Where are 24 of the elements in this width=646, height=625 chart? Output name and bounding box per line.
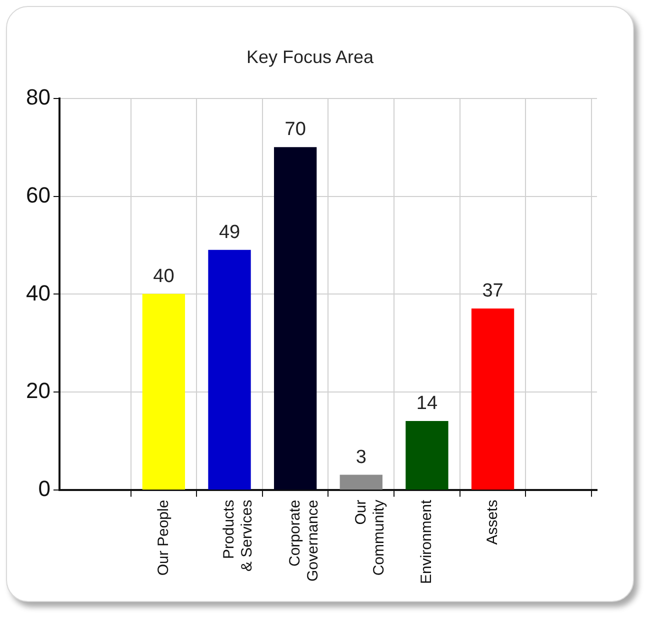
- bar: [142, 294, 186, 490]
- bar: [340, 474, 382, 490]
- data-label: 40: [153, 266, 174, 287]
- data-label: 3: [356, 446, 366, 468]
- data-label: 70: [284, 119, 306, 140]
- y-tick-label: 0: [38, 476, 50, 501]
- y-tick-label: 80: [26, 84, 50, 110]
- bar: [406, 421, 448, 490]
- data-label: 14: [416, 393, 438, 414]
- x-tick-label: Products & Services: [220, 500, 256, 572]
- y-tick-label: 60: [26, 182, 50, 208]
- chart-title: Key Focus Area: [246, 46, 375, 67]
- y-tick-label: 20: [26, 378, 50, 404]
- x-tick-label: Our People: [154, 500, 172, 576]
- bar: [471, 308, 514, 490]
- x-tick-label: Assets: [484, 500, 501, 545]
- x-tick-label: Corporate Governance: [286, 500, 322, 582]
- bar: [208, 250, 251, 490]
- x-tick-label: Our Community: [352, 499, 388, 576]
- bar: [274, 147, 317, 490]
- data-label: 49: [218, 222, 240, 243]
- x-tick-label: Environment: [418, 498, 436, 584]
- y-tick-label: 40: [26, 280, 50, 306]
- data-label: 37: [482, 280, 504, 302]
